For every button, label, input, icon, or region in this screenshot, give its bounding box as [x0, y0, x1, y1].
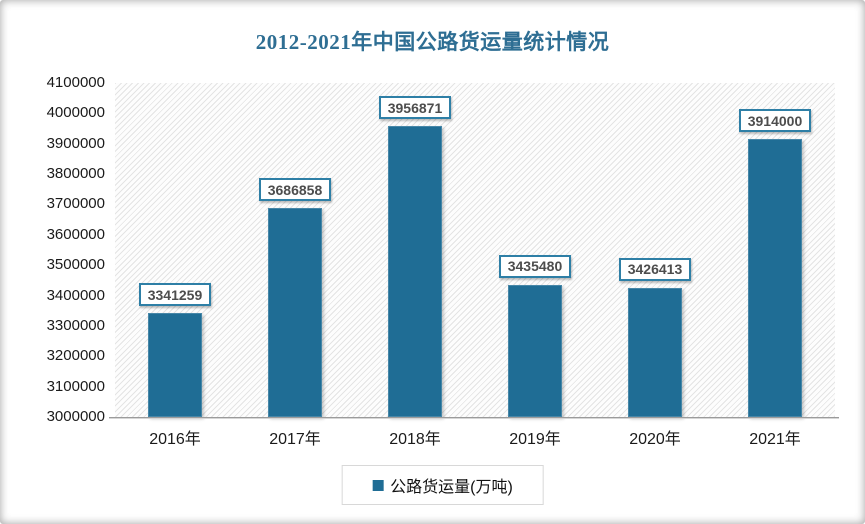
- legend-label: 公路货运量(万吨): [390, 479, 513, 496]
- y-tick-label: 4000000: [46, 104, 105, 122]
- y-tick-label: 3500000: [46, 256, 105, 274]
- y-tick-label: 3800000: [46, 165, 105, 183]
- x-tick-label: 2017年: [269, 431, 321, 448]
- bar-2016年: [148, 313, 202, 417]
- plot-area: [115, 83, 835, 417]
- bar-2021年: [748, 139, 802, 417]
- y-tick-label: 4100000: [46, 74, 105, 91]
- bar-2018年: [388, 126, 442, 417]
- y-tick-label: 3600000: [46, 225, 105, 243]
- bar-value-label: 3686858: [259, 178, 331, 202]
- bar-value-label: 3341259: [139, 283, 211, 307]
- bar-2019年: [508, 284, 562, 417]
- bar-value-label: 3435480: [499, 254, 571, 278]
- x-tick-label: 2020年: [629, 431, 681, 448]
- bar-value-label: 3914000: [739, 109, 811, 133]
- chart-title: 2012-2021年中国公路货运量统计情况: [255, 30, 610, 54]
- y-tick-label: 3300000: [46, 316, 105, 334]
- y-tick-label: 3900000: [46, 134, 105, 152]
- legend-marker-icon: [372, 479, 384, 491]
- x-axis-line: [109, 417, 839, 419]
- y-tick-label: 3200000: [46, 347, 105, 365]
- bar-2020年: [628, 287, 682, 417]
- y-tick-label: 3700000: [46, 195, 105, 213]
- x-tick-label: 2021年: [749, 431, 801, 448]
- x-tick-label: 2019年: [509, 431, 561, 448]
- bar-2017年: [268, 208, 322, 417]
- x-tick-label: 2016年: [149, 431, 201, 448]
- y-tick-label: 3100000: [46, 377, 105, 395]
- y-tick-label: 3000000: [46, 408, 105, 425]
- bar-value-label: 3956871: [379, 96, 451, 120]
- bar-value-label: 3426413: [619, 257, 691, 281]
- x-tick-label: 2018年: [389, 431, 441, 448]
- legend: 公路货运量(万吨): [341, 465, 544, 505]
- y-tick-label: 3400000: [46, 286, 105, 304]
